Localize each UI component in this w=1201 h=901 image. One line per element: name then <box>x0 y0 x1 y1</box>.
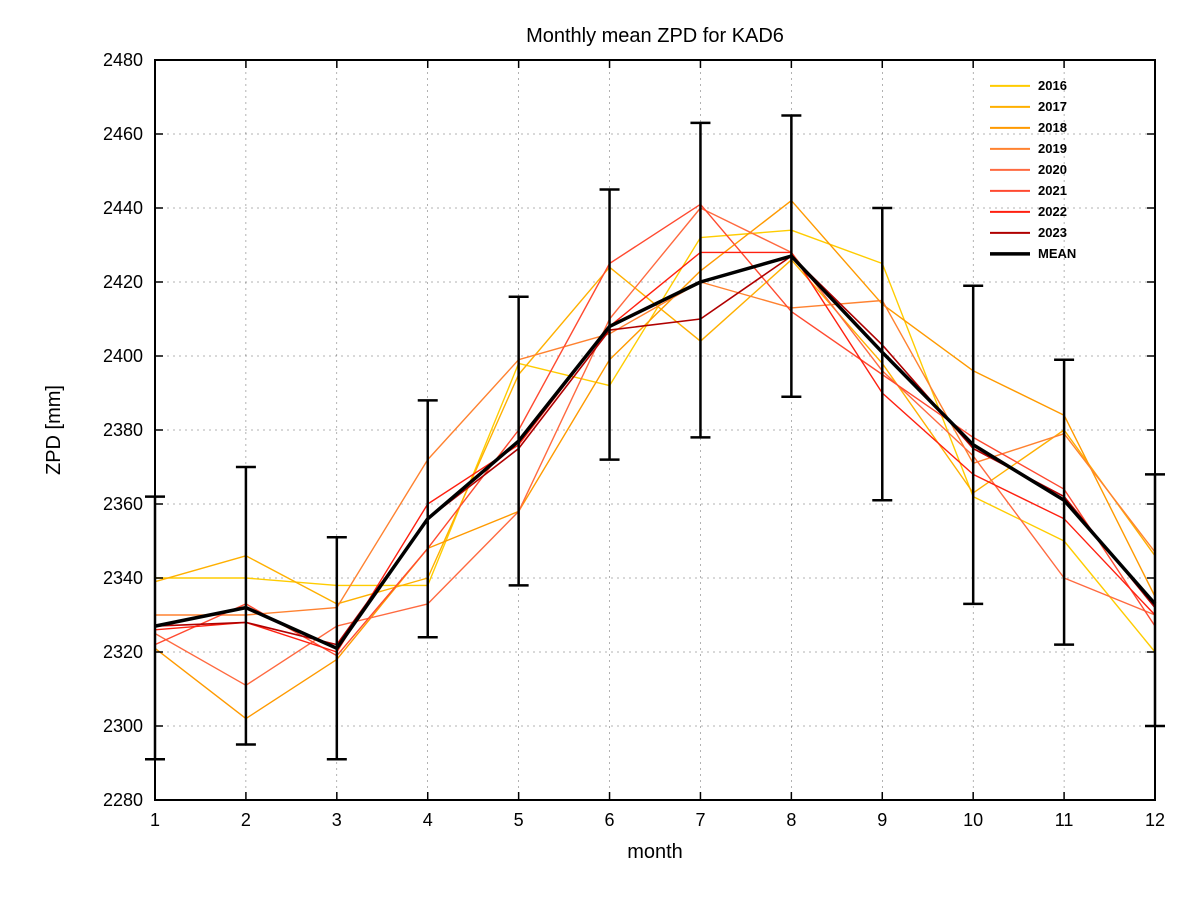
ytick-label: 2360 <box>103 494 143 514</box>
legend-label: 2023 <box>1038 225 1067 240</box>
xtick-label: 1 <box>150 810 160 830</box>
ytick-label: 2340 <box>103 568 143 588</box>
ytick-label: 2420 <box>103 272 143 292</box>
xtick-label: 9 <box>877 810 887 830</box>
ytick-label: 2400 <box>103 346 143 366</box>
ytick-label: 2480 <box>103 50 143 70</box>
xtick-label: 8 <box>786 810 796 830</box>
legend-label: MEAN <box>1038 246 1076 261</box>
ytick-label: 2280 <box>103 790 143 810</box>
xtick-label: 5 <box>514 810 524 830</box>
ytick-label: 2320 <box>103 642 143 662</box>
xtick-label: 4 <box>423 810 433 830</box>
legend-label: 2019 <box>1038 141 1067 156</box>
xtick-label: 11 <box>1055 810 1074 830</box>
xtick-label: 6 <box>605 810 615 830</box>
legend-label: 2022 <box>1038 204 1067 219</box>
xtick-label: 12 <box>1145 810 1165 830</box>
y-axis-label: ZPD [mm] <box>43 385 65 475</box>
legend-label: 2018 <box>1038 120 1067 135</box>
xtick-label: 7 <box>695 810 705 830</box>
ytick-label: 2300 <box>103 716 143 736</box>
legend-label: 2020 <box>1038 162 1067 177</box>
ytick-label: 2440 <box>103 198 143 218</box>
xtick-label: 3 <box>332 810 342 830</box>
chart-title: Monthly mean ZPD for KAD6 <box>526 25 784 47</box>
ytick-label: 2380 <box>103 420 143 440</box>
ytick-label: 2460 <box>103 124 143 144</box>
xtick-label: 10 <box>963 810 983 830</box>
x-axis-label: month <box>627 841 683 863</box>
xtick-label: 2 <box>241 810 251 830</box>
legend-label: 2016 <box>1038 78 1067 93</box>
legend-label: 2021 <box>1038 183 1067 198</box>
legend-label: 2017 <box>1038 99 1067 114</box>
zpd-monthly-chart: 1234567891011122280230023202340236023802… <box>0 0 1201 901</box>
